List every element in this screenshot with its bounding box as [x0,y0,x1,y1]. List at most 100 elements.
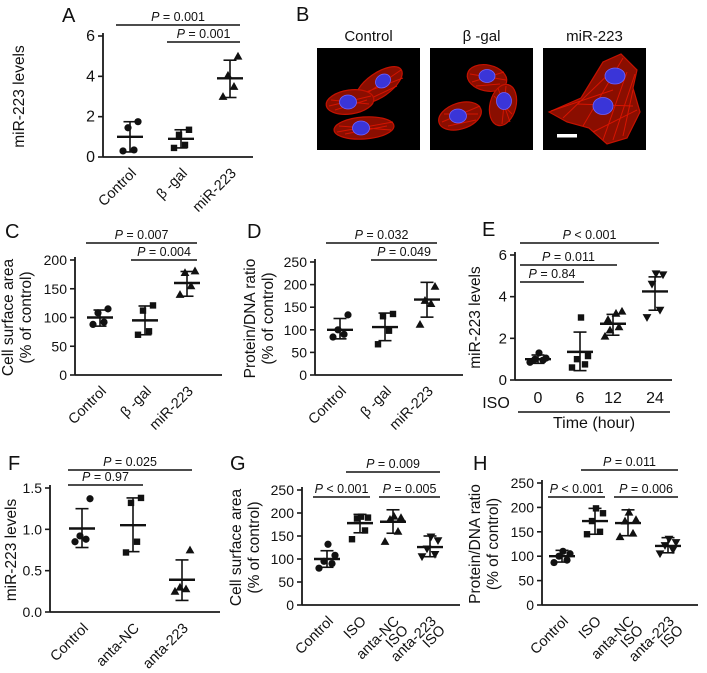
x-category-label: 24 [646,390,664,407]
panel-D-plot: D 0 50 100 150 200 250 Protein/DNA ratio (% of c… [242,221,463,434]
data-point [71,538,79,546]
data-point [137,494,145,502]
data-point [668,546,678,555]
panel-letter: A [62,5,76,27]
y-tick-label: 50 [291,344,307,360]
data-point [647,280,657,289]
x-category-label: Control [47,621,91,665]
y-tick-label: 0 [59,367,67,383]
y-tick-label: 100 [44,310,68,326]
data-point [233,51,243,60]
y-tick-label: 150 [284,299,308,315]
cell [438,101,482,131]
data-point [229,82,239,90]
panel-c-chart: C 0 50 100 150 200 Cell surface area (% of cont… [0,210,240,440]
data-point [577,314,585,321]
data-point [223,70,233,79]
micrograph-mir223-image [543,48,646,150]
data-point [170,144,178,152]
data-point [542,354,550,362]
data-point [364,514,372,521]
data-point [379,313,387,320]
data-point [655,550,665,559]
p-value-label: P = 0.032 [355,228,409,242]
panel-f-chart: F 0.0 0.5 1.0 1.5 miR-223 levels Control anta-N… [0,440,235,673]
data-point [568,364,576,371]
data-point [596,528,604,535]
p-value-label: P = 0.004 [137,245,191,259]
panel-letter: G [230,453,246,475]
data-point [655,306,665,315]
data-point [324,540,332,548]
data-point [380,537,390,545]
cell [325,89,375,115]
data-point [415,319,425,328]
data-point [417,553,427,562]
p-value-label: P = 0.84 [529,267,576,281]
micrograph-column-mir223: miR-223 [543,27,646,150]
data-point [628,528,638,537]
data-point [104,305,112,313]
y-tick-label: 0 [499,372,507,389]
panel-b: B Control [0,0,707,170]
y-tick-label: 100 [271,551,295,567]
x-prefix-label: ISO [482,395,510,412]
data-point [559,547,567,555]
cell [333,116,395,140]
data-point [588,517,596,525]
y-tick-label: 250 [511,475,535,491]
panel-letter: C [5,221,19,243]
x-category-label: anta-223 [140,621,192,673]
data-point [605,325,615,334]
y-tick-label: 200 [284,277,308,293]
data-point [389,310,397,318]
data-point [620,516,630,525]
data-point [134,118,142,126]
data-point [185,126,193,133]
x-category-label: 12 [604,390,622,407]
data-point [420,296,430,304]
y-axis-title: (% of control) [260,272,277,364]
x-category-label: Control [95,166,139,210]
data-point [624,507,634,516]
y-tick-label: 4 [499,289,507,306]
p-value-label: P = 0.049 [377,245,431,259]
data-point [329,333,337,341]
y-tick-label: 6 [86,28,95,45]
data-point [664,535,674,544]
data-point [124,124,132,132]
x-category-label: ISO [576,614,605,643]
data-point [433,537,443,545]
p-value-label: P = 0.97 [82,470,129,484]
p-value-label: P < 0.001 [563,228,617,242]
panel-a-chart: A 0 2 4 6 miR-223 levels Control β -gal miR-223 P… [0,0,290,216]
data-point [331,551,339,559]
panel-d-chart: D 0 50 100 150 200 250 Protein/DNA ratio (% of c… [230,210,470,440]
data-point [127,499,135,507]
data-point [180,268,190,277]
x-category-label: Control [305,384,349,428]
panel-G-plot: G 0 50 100 150 200 250 Cell surface area (% of c… [228,453,460,665]
data-point [581,361,589,368]
micrograph-column-bgal: β -gal [430,27,533,150]
data-point [130,146,138,154]
data-point [94,309,102,317]
micrograph-bgal-image [430,48,533,150]
y-tick-label: 100 [284,322,308,338]
y-tick-label: 250 [284,254,308,270]
data-point [145,328,153,335]
micrograph-label-mir223: miR-223 [566,28,623,45]
data-point [592,505,600,512]
panel-g-chart: G 0 50 100 150 200 250 Cell surface area (% of c… [228,440,475,673]
x-category-label: ISO [341,614,370,643]
data-point [531,355,539,363]
data-point [175,582,185,591]
y-tick-label: 0 [526,597,534,613]
data-point [614,322,624,331]
y-tick-label: 100 [511,548,535,564]
data-point [426,299,436,307]
data-point [353,515,361,522]
panel-letter: D [247,221,261,243]
